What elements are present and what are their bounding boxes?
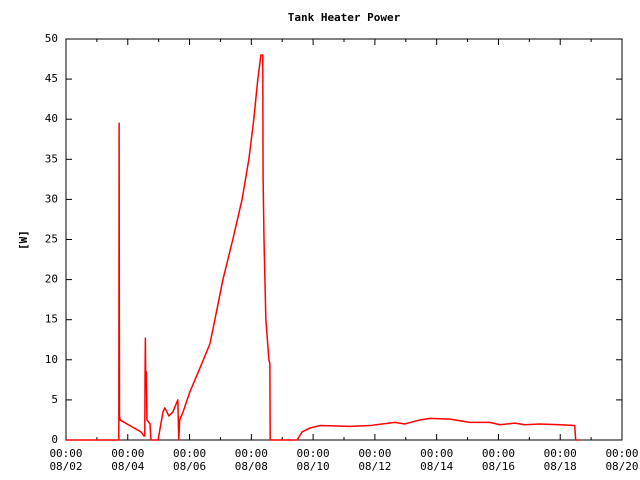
y-tick-label: 15 [45, 313, 58, 326]
data-line [66, 54, 579, 441]
y-tick-label: 20 [45, 273, 58, 286]
y-tick-label: 45 [45, 72, 58, 85]
x-tick-label: 00:00 [482, 447, 515, 460]
x-tick-label: 08/04 [111, 460, 144, 473]
y-tick-label: 5 [51, 393, 58, 406]
y-tick-label: 35 [45, 152, 58, 165]
x-tick-label: 08/10 [297, 460, 330, 473]
y-tick-label: 40 [45, 112, 58, 125]
x-tick-label: 00:00 [173, 447, 206, 460]
x-tick-label: 08/06 [173, 460, 206, 473]
x-tick-label: 00:00 [358, 447, 391, 460]
x-tick-label: 08/16 [482, 460, 515, 473]
x-tick-label: 08/12 [358, 460, 391, 473]
x-tick-label: 00:00 [544, 447, 577, 460]
x-tick-label: 00:00 [420, 447, 453, 460]
y-tick-label: 10 [45, 353, 58, 366]
x-tick-label: 00:00 [297, 447, 330, 460]
x-tick-label: 00:00 [605, 447, 638, 460]
x-tick-label: 08/02 [49, 460, 82, 473]
chart-title: Tank Heater Power [288, 11, 401, 24]
x-tick-label: 08/20 [605, 460, 638, 473]
y-tick-label: 0 [51, 433, 58, 446]
y-tick-label: 30 [45, 192, 58, 205]
x-tick-label: 00:00 [111, 447, 144, 460]
y-axis-label: [W] [17, 230, 30, 250]
x-tick-label: 08/14 [420, 460, 453, 473]
y-tick-label: 25 [45, 233, 58, 246]
x-tick-label: 08/08 [235, 460, 268, 473]
y-tick-label: 50 [45, 32, 58, 45]
x-tick-label: 00:00 [235, 447, 268, 460]
x-tick-label: 00:00 [49, 447, 82, 460]
x-tick-label: 08/18 [544, 460, 577, 473]
